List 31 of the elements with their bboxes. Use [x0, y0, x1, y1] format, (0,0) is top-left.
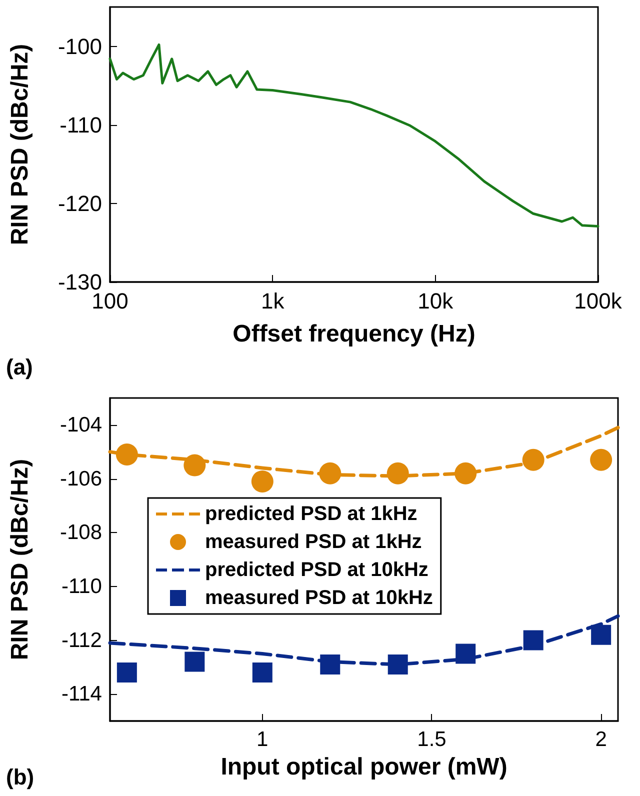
point: [590, 448, 612, 471]
point: [252, 662, 272, 683]
point: [116, 662, 137, 683]
point: [251, 470, 274, 492]
x-tick-label: 100k: [574, 288, 623, 314]
y-tick-label: -108: [60, 521, 102, 544]
point: [591, 624, 612, 645]
y-tick-label: -104: [60, 413, 102, 436]
y-tick-label: -100: [58, 34, 102, 59]
x-axis-title: Input optical power (mW): [220, 754, 508, 780]
y-tick-label: -120: [58, 190, 102, 216]
legend-label: predicted PSD at 1kHz: [205, 503, 418, 525]
x-tick-label: 2: [595, 728, 607, 751]
x-tick-label: 1.5: [417, 728, 446, 751]
x-tick-label: 1k: [261, 288, 286, 314]
y-tick-label: -106: [60, 467, 102, 490]
legend-label: measured PSD at 1kHz: [205, 531, 422, 553]
y-tick-label: -112: [62, 628, 102, 652]
text: (a): [6, 354, 33, 380]
x-tick-label: 1: [256, 728, 268, 751]
y-tick-label: -110: [60, 112, 102, 138]
y-axis-title: RIN PSD (dBc/Hz): [6, 458, 34, 660]
y-axis-title: RIN PSD (dBc/Hz): [6, 44, 34, 246]
x-axis-title: Offset frequency (Hz): [232, 320, 476, 348]
y-tick-label: -114: [62, 682, 102, 706]
point: [184, 652, 205, 672]
legend-label: measured PSD at 10kHz: [205, 587, 433, 609]
x-tick-label: 10k: [418, 288, 454, 314]
text: (b): [6, 764, 34, 790]
y-tick-label: -110: [62, 574, 102, 598]
legend-label: predicted PSD at 10kHz: [205, 559, 428, 581]
